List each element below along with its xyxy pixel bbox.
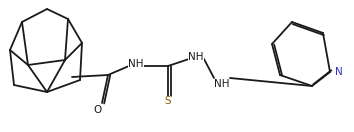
Text: N: N — [335, 67, 343, 77]
Text: S: S — [165, 96, 171, 106]
Text: NH: NH — [128, 59, 144, 69]
Text: NH: NH — [188, 52, 204, 62]
Text: O: O — [93, 105, 101, 115]
Text: NH: NH — [214, 79, 230, 89]
